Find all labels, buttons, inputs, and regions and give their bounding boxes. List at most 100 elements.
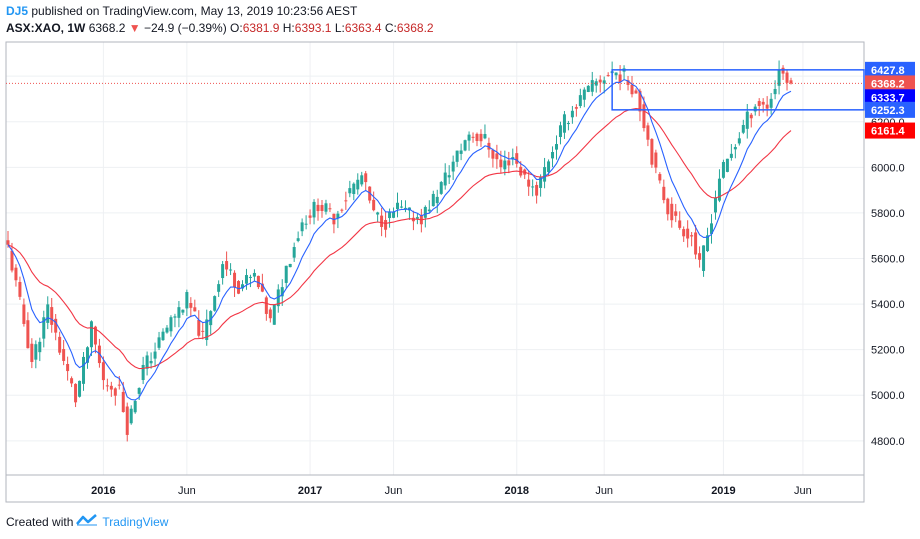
symbol-label[interactable]: ASX:XAO, 1W [6,21,86,35]
candle-body [125,406,129,435]
candle-body [403,207,407,209]
candle-body [729,153,733,158]
candle-body [769,98,773,108]
close-value: 6368.2 [396,21,434,35]
candle-body [566,122,570,125]
candle-body [42,317,46,339]
candle-body [352,183,356,195]
candle-body [74,383,78,403]
candle-body [6,240,10,245]
open-label: O: [230,21,243,35]
price-tick-label: 6000.0 [871,162,905,174]
price-label-text: 6368.2 [871,78,905,90]
candle-body [547,161,551,173]
candle-body [467,134,471,141]
candle-body [666,198,670,215]
candle-body [324,203,328,212]
candle-body [241,284,245,289]
candle-body [431,193,435,207]
candle-body [181,309,185,313]
candle-body [515,153,519,164]
candle-body [733,147,737,150]
price-tick-label: 5200.0 [871,345,905,357]
candle-body [535,184,539,196]
candle-body [284,265,288,283]
last-price: 6368.2 [88,21,126,35]
candle-body [392,211,396,218]
time-tick-label: 2017 [298,485,322,497]
candle-body [562,114,566,133]
candle-body [328,208,332,210]
candle-body [690,235,694,237]
candle-body [30,343,34,362]
candle-body [594,81,598,86]
candle-body [483,134,487,139]
candle-body [717,178,721,201]
tradingview-logo-icon [76,514,98,529]
candle-body [447,175,451,178]
candle-body [70,378,74,384]
candle-body [761,101,765,105]
candle-body [415,217,419,219]
time-tick-label: Jun [385,485,403,497]
candle-body [225,261,229,270]
candle-body [304,223,308,225]
time-tick-label: Jun [794,485,812,497]
candle-body [495,153,499,160]
candle-body [260,283,264,292]
candle-body [50,307,54,325]
candle-body [78,380,82,397]
candle-body [650,139,654,165]
candle-body [149,360,153,364]
candle-body [702,245,706,271]
price-label-bg [865,101,915,118]
candle-body [101,362,105,381]
candle-body [618,74,622,82]
candle-body [109,385,113,390]
candle-body [582,89,586,100]
candle-body [713,197,717,213]
fast-ma-line [7,78,792,401]
candle-body [614,72,618,76]
candle-body [280,287,284,297]
level-box[interactable] [6,69,865,111]
time-axis[interactable]: 2016 Jun 2017 Jun 2018 Jun 2019 Jun [91,485,812,497]
candle-body [93,326,97,345]
down-arrow-icon: ▼ [128,21,141,35]
candle-body [706,235,710,252]
moving-averages [7,78,792,401]
candle-body [133,400,137,413]
candle-body [288,263,292,268]
candle-body [157,337,161,348]
candle-body [10,250,14,271]
resistance-support-box [611,69,865,111]
candle-body [316,204,320,212]
candle-body [626,80,630,85]
publish-text: published on TradingView.com, May 13, 20… [31,4,358,18]
author-name[interactable]: DJ5 [6,4,29,18]
candle-body [344,200,348,202]
price-label-text: 6427.8 [871,65,905,77]
candle-body [360,175,364,185]
candle-body [670,203,674,221]
candle-body [570,110,574,118]
candle-body [185,292,189,309]
candle-body [197,320,201,336]
candle-body [459,150,463,154]
time-tick-label: 2016 [91,485,115,497]
candle-body [312,201,316,218]
price-tick-label: 5400.0 [871,299,905,311]
candle-body [463,140,467,151]
price-label-text: 6252.3 [871,105,905,117]
candle-body [590,80,594,92]
candle-body [602,80,606,84]
candle-body [686,228,690,239]
candle-body [749,114,753,119]
high-value: 6393.1 [294,21,332,35]
candle-body [638,90,642,112]
price-tick-label: 5600.0 [871,254,905,266]
candle-body [396,202,400,210]
tradingview-brand-link[interactable]: TradingView [102,514,169,529]
